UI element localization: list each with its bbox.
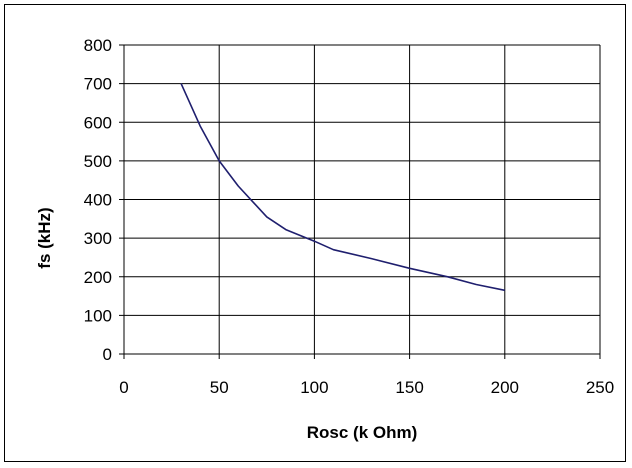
- axes: [119, 44, 601, 359]
- y-tick-label: 600: [84, 113, 112, 132]
- x-tick-label: 0: [119, 378, 128, 397]
- x-axis-title: Rosc (k Ohm): [307, 423, 418, 442]
- y-tick-label: 800: [84, 36, 112, 55]
- y-tick-label: 100: [84, 306, 112, 325]
- y-tick-label: 700: [84, 75, 112, 94]
- x-tick-label: 150: [395, 378, 423, 397]
- y-tick-label: 0: [103, 345, 112, 364]
- y-axis-title: fs (kHz): [35, 207, 54, 268]
- data-series: [180, 83, 505, 292]
- series-line: [180, 83, 505, 292]
- y-tick-label: 500: [84, 152, 112, 171]
- tick-labels: 0 100 200 300 400 500 600 700 800 0 50 100 150 200 250: [84, 36, 615, 397]
- gridlines: [123, 44, 601, 355]
- y-tick-label: 400: [84, 191, 112, 210]
- x-tick-label: 50: [210, 378, 229, 397]
- x-tick-label: 250: [586, 378, 614, 397]
- chart-frame: [4, 4, 626, 462]
- x-tick-label: 200: [491, 378, 519, 397]
- y-tick-label: 200: [84, 268, 112, 287]
- y-tick-label: 300: [84, 229, 112, 248]
- x-tick-label: 100: [300, 378, 328, 397]
